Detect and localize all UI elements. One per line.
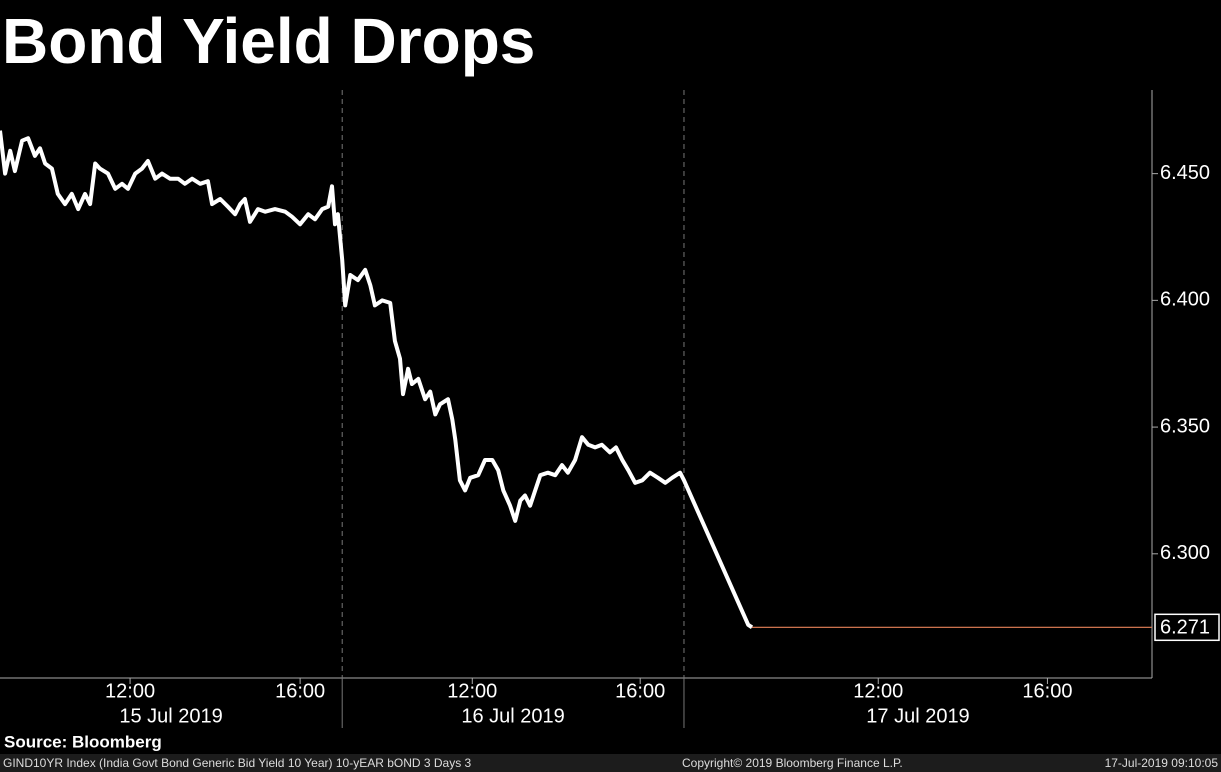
- y-tick-label: 6.300: [1160, 542, 1210, 564]
- x-tick-label: 12:00: [447, 680, 497, 702]
- x-tick-label: 12:00: [105, 680, 155, 702]
- footer-right: 17-Jul-2019 09:10:05: [1105, 756, 1219, 770]
- footer-left: GIND10YR Index (India Govt Bond Generic …: [3, 756, 472, 770]
- x-tick-label: 12:00: [853, 680, 903, 702]
- source: Source: Bloomberg: [4, 732, 162, 751]
- y-tick-label: 6.400: [1160, 289, 1210, 311]
- y-tick-label: 6.450: [1160, 162, 1210, 184]
- line: [0, 130, 754, 629]
- x-tick-label: 16:00: [275, 680, 325, 702]
- last-value-box: [1154, 613, 1220, 642]
- day-label: 17 Jul 2019: [866, 705, 969, 727]
- chart-title: Bond Yield Drops: [2, 5, 535, 77]
- day-label: 16 Jul 2019: [461, 705, 564, 727]
- y-tick-label: 6.350: [1160, 415, 1210, 437]
- x-tick-label: 16:00: [1022, 680, 1072, 702]
- x-tick-label: 16:00: [615, 680, 665, 702]
- day-label: 15 Jul 2019: [119, 705, 222, 727]
- footer-center: Copyright© 2019 Bloomberg Finance L.P.: [682, 756, 903, 770]
- last-value-label: 6.271: [1160, 617, 1210, 639]
- footer-bar: [0, 754, 1221, 772]
